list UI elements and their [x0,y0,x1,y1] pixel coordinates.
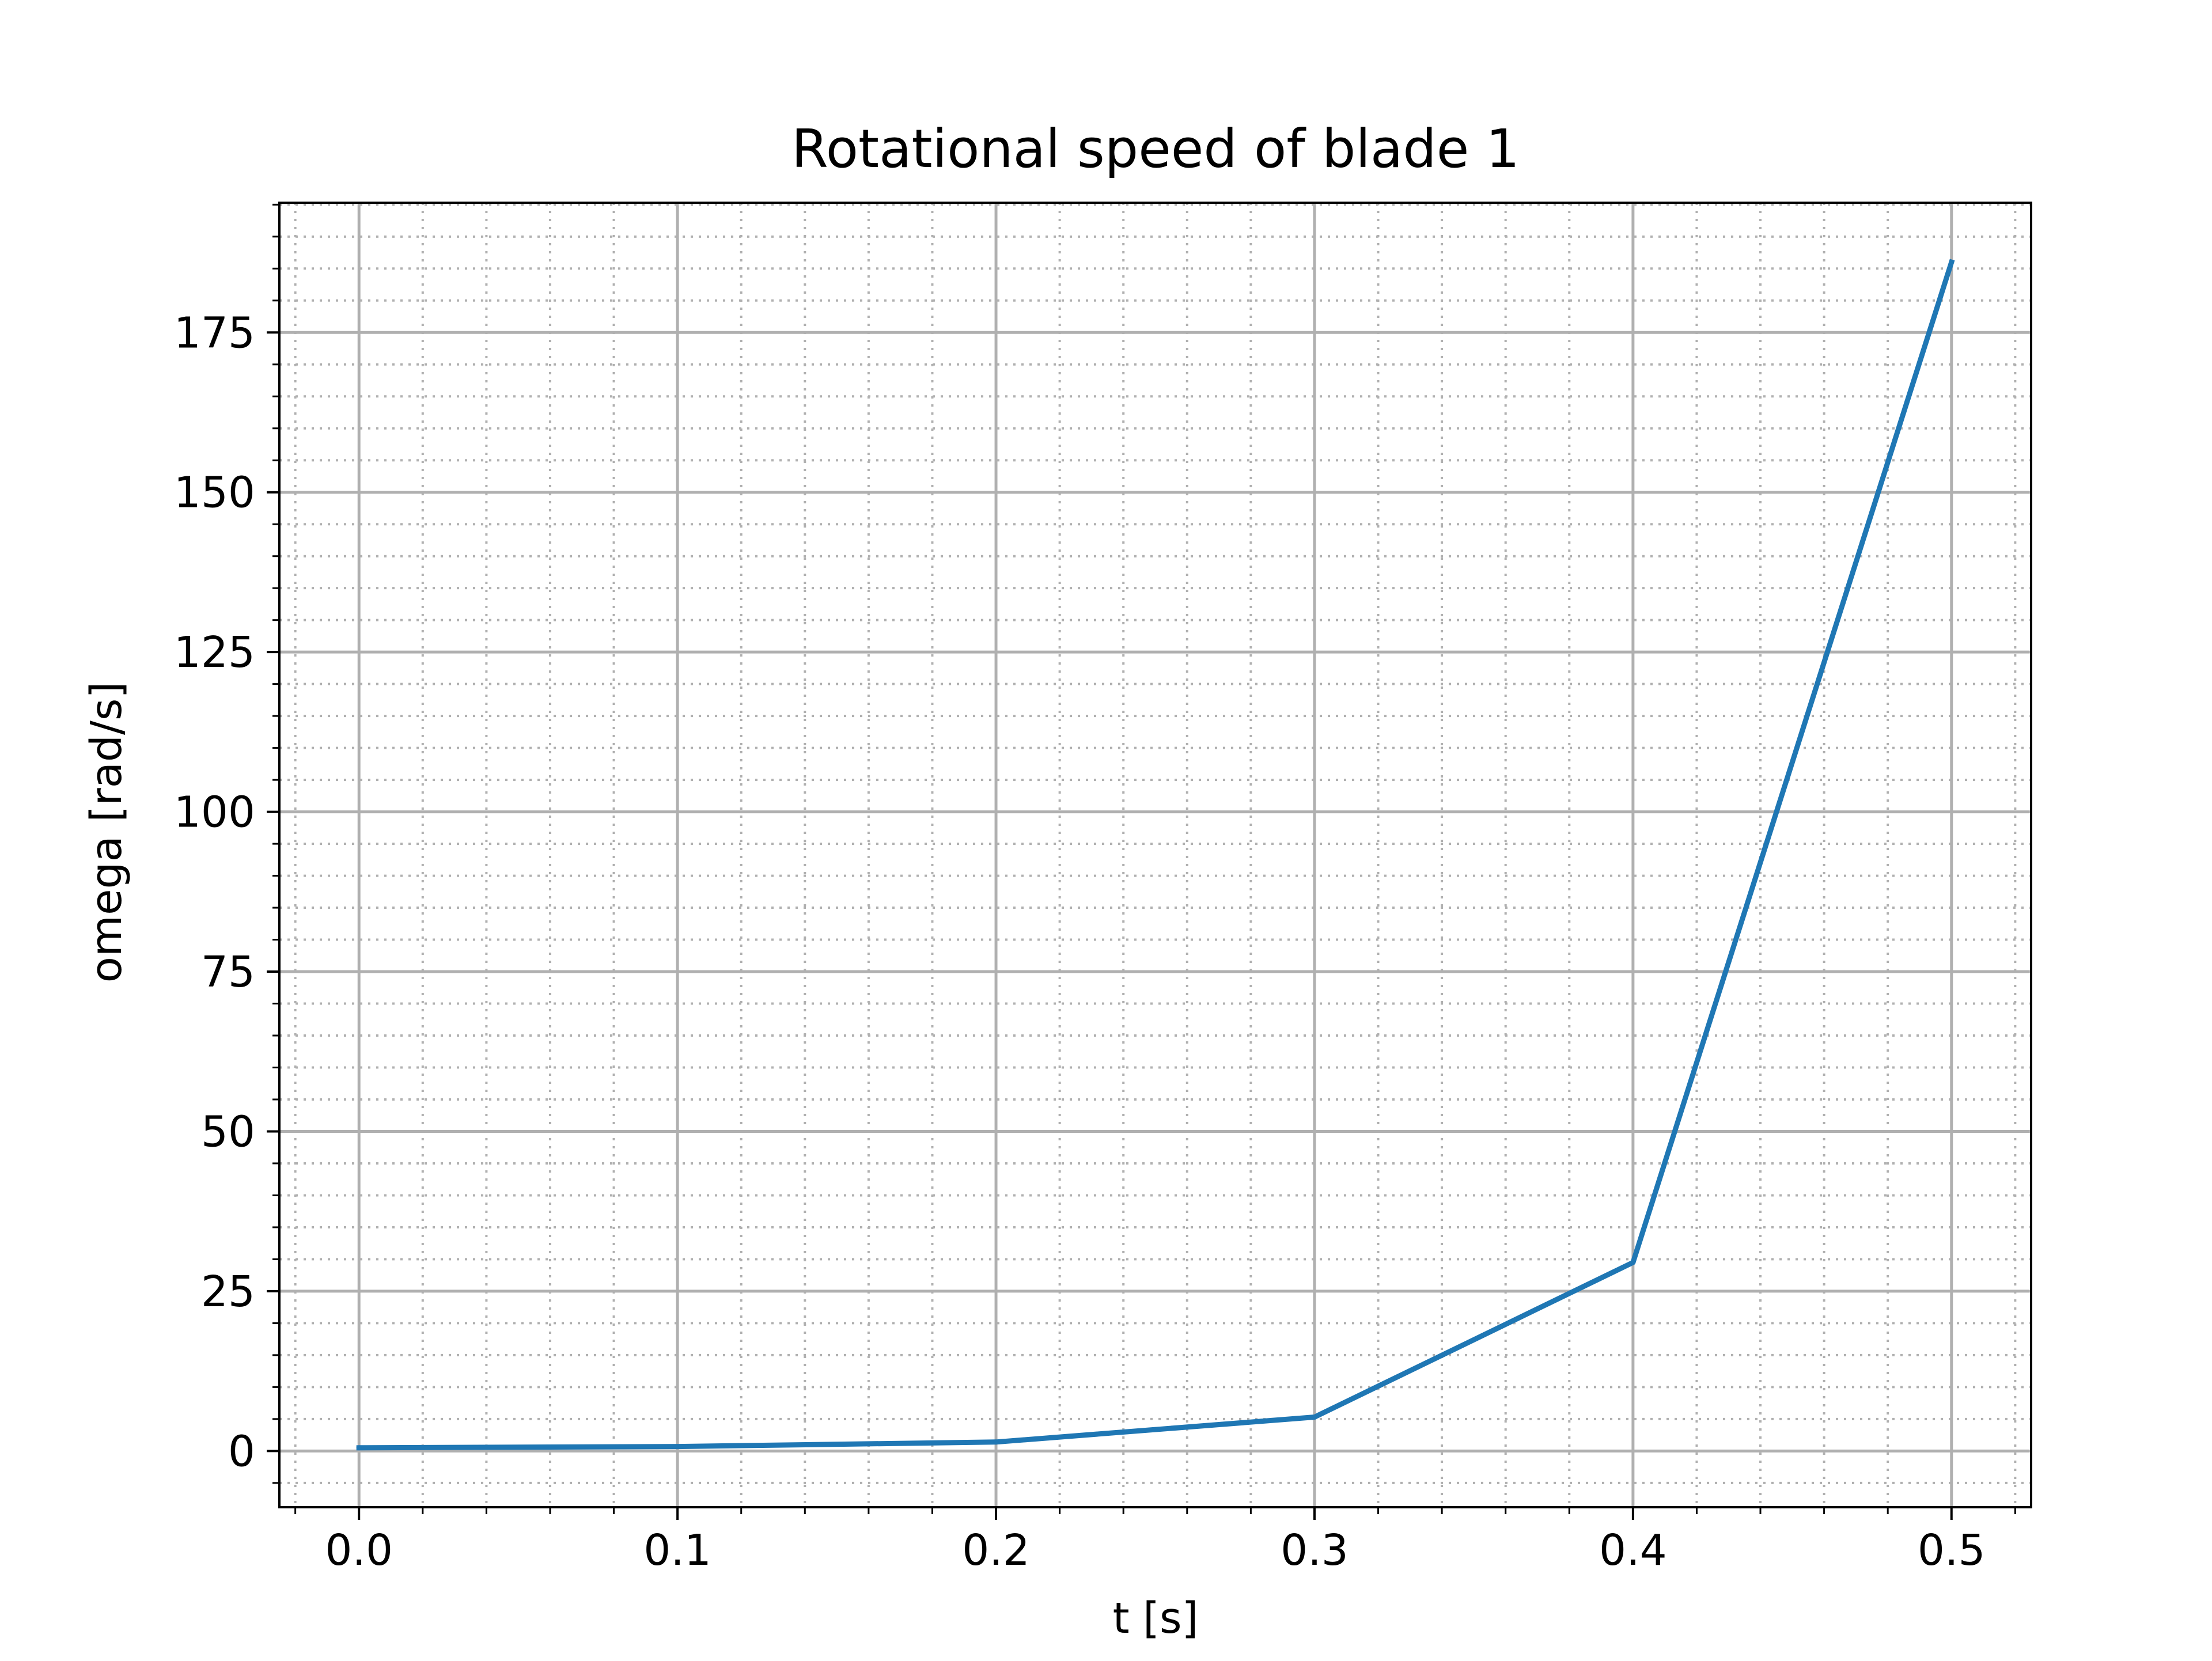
y-tick-label: 75 [201,947,255,997]
y-tick-label: 0 [228,1427,255,1476]
data-point [356,1445,362,1451]
x-axis: 0.0 0.1 0.2 0.3 0.4 0.5 [294,1507,2016,1575]
x-tick-label: 0.2 [962,1526,1030,1575]
y-tick-label: 50 [201,1107,255,1156]
data-point [1312,1414,1317,1420]
x-tick-label: 0.4 [1599,1526,1667,1575]
data-point [675,1444,680,1450]
x-tick-label: 0.0 [325,1526,393,1575]
series-line [356,259,1955,1451]
data-point [993,1439,999,1445]
plot-frame [278,202,2032,1508]
chart-title: Rotational speed of blade 1 [791,118,1520,180]
series-layer [356,259,1955,1451]
x-tick-label: 0.5 [1918,1526,1986,1575]
y-tick-label: 25 [201,1267,255,1317]
x-axis-label: t [s] [1113,1594,1199,1643]
y-tick-label: 175 [174,308,255,358]
y-tick-label: 125 [174,628,255,677]
minor-grid [279,203,2031,1507]
major-grid [279,203,2031,1507]
y-axis: 0 25 50 75 100 125 150 175 [174,203,279,1484]
x-tick-label: 0.1 [643,1526,711,1575]
y-tick-label: 150 [174,468,255,518]
data-point [1949,259,1955,265]
y-axis-label: omega [rad/s] [82,682,131,983]
y-tick-label: 100 [174,788,255,837]
data-point [1630,1260,1636,1265]
x-tick-label: 0.3 [1281,1526,1349,1575]
